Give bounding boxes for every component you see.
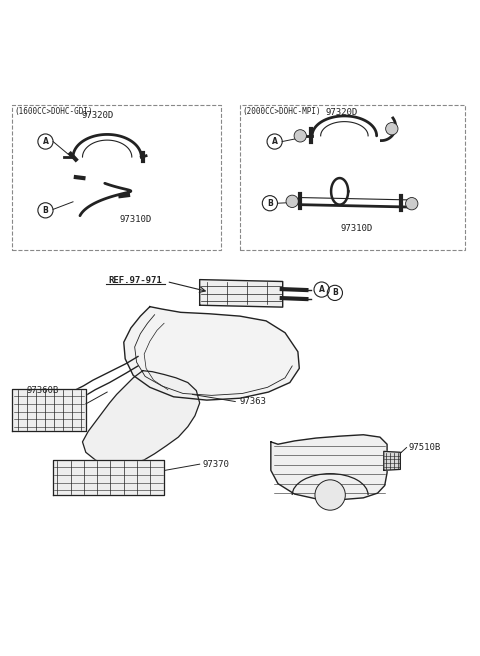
Text: 97310D: 97310D (340, 224, 372, 233)
Circle shape (406, 197, 418, 210)
Text: A: A (43, 137, 48, 146)
Polygon shape (200, 279, 283, 307)
Circle shape (315, 480, 345, 510)
Circle shape (385, 123, 398, 135)
Polygon shape (124, 306, 300, 400)
Circle shape (286, 195, 299, 207)
Text: B: B (267, 199, 273, 208)
Text: (2000CC>DOHC-MPI): (2000CC>DOHC-MPI) (242, 108, 321, 116)
Text: 97320D: 97320D (326, 108, 358, 117)
Polygon shape (53, 460, 164, 495)
Polygon shape (271, 435, 387, 500)
Text: (1600CC>DOHC-GDI): (1600CC>DOHC-GDI) (14, 108, 93, 116)
Text: A: A (319, 285, 324, 294)
Text: B: B (43, 206, 48, 215)
Text: 97370: 97370 (202, 460, 229, 468)
Text: REF.97-971: REF.97-971 (109, 276, 163, 285)
Text: 97363: 97363 (240, 397, 267, 406)
Text: 97360B: 97360B (27, 386, 59, 396)
Bar (240, 105, 466, 250)
Text: B: B (332, 289, 338, 297)
Text: 97510B: 97510B (408, 443, 441, 452)
Bar (12, 105, 221, 250)
Polygon shape (83, 371, 200, 466)
Text: 97320D: 97320D (82, 111, 114, 120)
Circle shape (294, 130, 306, 142)
Polygon shape (12, 389, 86, 432)
Text: 97310D: 97310D (120, 215, 152, 224)
Text: A: A (272, 137, 277, 146)
Polygon shape (384, 451, 400, 470)
